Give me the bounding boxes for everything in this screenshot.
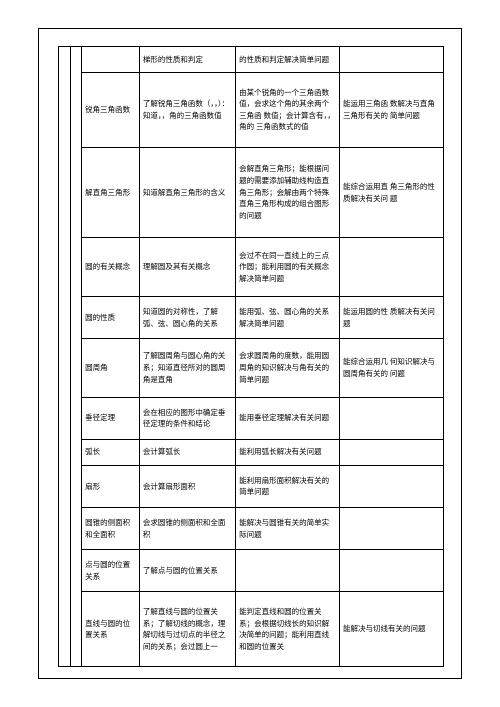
cell-topic: 弧长 <box>82 439 140 465</box>
cell-topic: 点与圆的位置关系 <box>82 550 140 592</box>
table-row: 锐角三角函数 了解锐角三角函数（，，）：知道，，角的三角函数值 由某个锐角的一个… <box>59 72 444 147</box>
cell-col5 <box>340 238 444 296</box>
cell-col4: 能判定直线和圆的位置关系；会根据切线长的知识解决简单的问题；能利用直线和圆的位置… <box>236 592 340 667</box>
cell-topic: 扇形 <box>82 465 140 507</box>
cell-col3: 知道圆的对称性，了解弧、弦、圆心角的关系 <box>139 296 235 338</box>
cell-topic: 圆的有关概念 <box>82 238 140 296</box>
table-row: 垂径定理 会在相应的图形中确定垂径定理的条件和结论 能用垂径定理解决有关问题 <box>59 397 444 439</box>
table-row: 圆周角 了解圆周角与圆心角的关系；知道直径所对的圆周角是直角 会求圆周角的度数，… <box>59 339 444 397</box>
cell-topic: 圆的性质 <box>82 296 140 338</box>
table-row: 圆锥的侧面积和全面积 会求圆锥的侧面积和全面积 能解决与圆锥有关的简单实际问题 <box>59 507 444 549</box>
cell-col3: 会计算弧长 <box>139 439 235 465</box>
cell-col4: 会过不在同一直线上的三点作圆；能利用圆的有关概念解决简单问题 <box>236 238 340 296</box>
cell-col4: 能利用扇形面积解决有关的简单问题 <box>236 465 340 507</box>
table-container: 梯形的性质和判定 的性质和判定解决简单问题 锐角三角函数 了解锐角三角函数（，，… <box>58 46 444 667</box>
cell-topic: 锐角三角函数 <box>82 72 140 147</box>
table-row: 圆的性质 知道圆的对称性，了解弧、弦、圆心角的关系 能用弧、弦、圆心角的关系解决… <box>59 296 444 338</box>
cell-col4: 能利用弧长解决有关问题 <box>236 439 340 465</box>
cell-col4: 由某个锐角的一个三角函数值，会求这个角的其余两个三角函 数值；会计算含有，，角的… <box>236 72 340 147</box>
cell-col4 <box>236 550 340 592</box>
table-row: 解直角三角形 知道解直角三角形的含义 会解直角三角形；能根据问题的需要添加辅助线… <box>59 147 444 238</box>
cell-col3: 梯形的性质和判定 <box>139 47 235 73</box>
cell-topic: 直线与圆的位置关系 <box>82 592 140 667</box>
cell-col3: 了解圆周角与圆心角的关系；知道直径所对的圆周角是直角 <box>139 339 235 397</box>
table-row: 圆的有关概念 理解圆及其有关概念 会过不在同一直线上的三点作圆；能利用圆的有关概… <box>59 238 444 296</box>
cell-col3: 会求圆锥的侧面积和全面积 <box>139 507 235 549</box>
cell-col5 <box>340 47 444 73</box>
cell-col4: 的性质和判定解决简单问题 <box>236 47 340 73</box>
cell-col5 <box>340 550 444 592</box>
cell-col4: 能解决与圆锥有关的简单实际问题 <box>236 507 340 549</box>
cell-col3: 了解直线与圆的位置关系；了解切线的概念，理解切线与过切点的半径之间的关系；会过圆… <box>139 592 235 667</box>
cell-col5: 能解决与切线有关的问题 <box>340 592 444 667</box>
content-table: 梯形的性质和判定 的性质和判定解决简单问题 锐角三角函数 了解锐角三角函数（，，… <box>58 46 444 667</box>
table-row: 点与圆的位置关系 了解点与圆的位置关系 <box>59 550 444 592</box>
cell-col5: 能运用三角函 数解决与直角 三角形有关的 简单问题 <box>340 72 444 147</box>
cell-topic <box>82 47 140 73</box>
cell-col4: 会解直角三角形；能根据问题的需要添加辅助线构造直角三角形；会解由两个特殊直角三角… <box>236 147 340 238</box>
cell-col4: 能用垂径定理解决有关问题 <box>236 397 340 439</box>
cell-topic: 圆周角 <box>82 339 140 397</box>
cell-col3: 了解点与圆的位置关系 <box>139 550 235 592</box>
cell-col5: 能综合运用几 何知识解决与 圆周角有关的 问题 <box>340 339 444 397</box>
cell-col4: 会求圆周角的度数，能用圆周角的知识解决与角有关的简单问题 <box>236 339 340 397</box>
cell-col3: 理解圆及其有关概念 <box>139 238 235 296</box>
cell-col5 <box>340 507 444 549</box>
table-row: 直线与圆的位置关系 了解直线与圆的位置关系；了解切线的概念，理解切线与过切点的半… <box>59 592 444 667</box>
cell-col5 <box>340 439 444 465</box>
cell-col3: 知道解直角三角形的含义 <box>139 147 235 238</box>
cell-cat1 <box>70 47 82 667</box>
cell-topic: 圆锥的侧面积和全面积 <box>82 507 140 549</box>
cell-col5 <box>340 465 444 507</box>
cell-col5: 能运用圆的性 质解决有关问 题 <box>340 296 444 338</box>
cell-topic: 解直角三角形 <box>82 147 140 238</box>
cell-col3: 会在相应的图形中确定垂径定理的条件和结论 <box>139 397 235 439</box>
cell-topic: 垂径定理 <box>82 397 140 439</box>
cell-col5: 能综合运用直 角三角形的性 质解决有关问 题 <box>340 147 444 238</box>
cell-col3: 会计算扇形面积 <box>139 465 235 507</box>
table-row: 弧长 会计算弧长 能利用弧长解决有关问题 <box>59 439 444 465</box>
cell-col5 <box>340 397 444 439</box>
table-row: 扇形 会计算扇形面积 能利用扇形面积解决有关的简单问题 <box>59 465 444 507</box>
cell-col3: 了解锐角三角函数（，，）：知道，，角的三角函数值 <box>139 72 235 147</box>
table-row: 梯形的性质和判定 的性质和判定解决简单问题 <box>59 47 444 73</box>
cell-cat0 <box>59 47 71 667</box>
cell-col4: 能用弧、弦、圆心角的关系解决简单问题 <box>236 296 340 338</box>
